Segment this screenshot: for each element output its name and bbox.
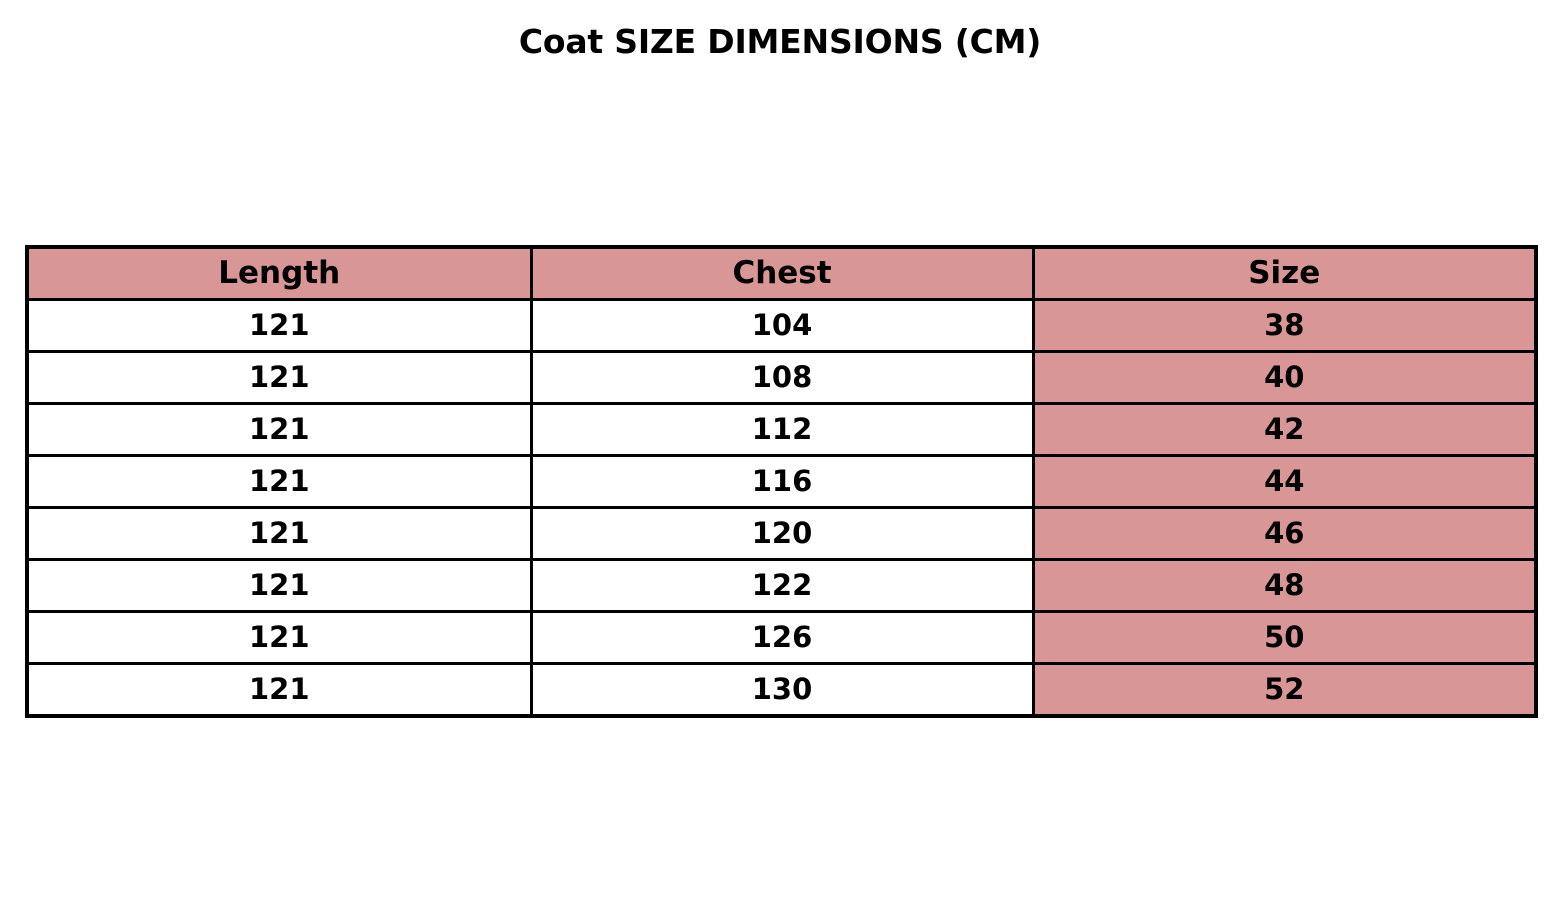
cell-length: 121 <box>25 350 533 405</box>
cell-length: 121 <box>25 402 533 457</box>
cell-size: 40 <box>1031 350 1538 405</box>
size-dimensions-table: Length Chest Size 121 104 38 121 108 40 … <box>25 245 1538 718</box>
table-row: 121 122 48 <box>25 558 1538 613</box>
table-body: 121 104 38 121 108 40 121 112 42 121 116… <box>25 298 1538 718</box>
cell-chest: 120 <box>529 506 1035 561</box>
table-row: 121 120 46 <box>25 506 1538 561</box>
cell-length: 121 <box>25 506 533 561</box>
table-header-row: Length Chest Size <box>25 245 1538 301</box>
cell-length: 121 <box>25 558 533 613</box>
cell-chest: 104 <box>529 298 1035 353</box>
table-row: 121 112 42 <box>25 402 1538 457</box>
cell-chest: 126 <box>529 610 1035 665</box>
cell-chest: 112 <box>529 402 1035 457</box>
table-header: Length Chest Size <box>25 245 1538 301</box>
cell-size: 42 <box>1031 402 1538 457</box>
page-title: Coat SIZE DIMENSIONS (CM) <box>518 22 1042 61</box>
cell-size: 44 <box>1031 454 1538 509</box>
cell-size: 38 <box>1031 298 1538 353</box>
cell-chest: 122 <box>529 558 1035 613</box>
cell-length: 121 <box>25 610 533 665</box>
cell-length: 121 <box>25 662 533 718</box>
cell-size: 48 <box>1031 558 1538 613</box>
table-row: 121 108 40 <box>25 350 1538 405</box>
table-row: 121 104 38 <box>25 298 1538 353</box>
table-row: 121 130 52 <box>25 662 1538 718</box>
column-header-size: Size <box>1031 245 1538 301</box>
table-row: 121 116 44 <box>25 454 1538 509</box>
column-header-chest: Chest <box>529 245 1035 301</box>
cell-chest: 108 <box>529 350 1035 405</box>
cell-size: 52 <box>1031 662 1538 718</box>
column-header-length: Length <box>25 245 533 301</box>
cell-size: 46 <box>1031 506 1538 561</box>
size-chart-container: Length Chest Size 121 104 38 121 108 40 … <box>25 245 1538 718</box>
cell-chest: 130 <box>529 662 1035 718</box>
cell-size: 50 <box>1031 610 1538 665</box>
table-row: 121 126 50 <box>25 610 1538 665</box>
cell-length: 121 <box>25 298 533 353</box>
cell-chest: 116 <box>529 454 1035 509</box>
cell-length: 121 <box>25 454 533 509</box>
